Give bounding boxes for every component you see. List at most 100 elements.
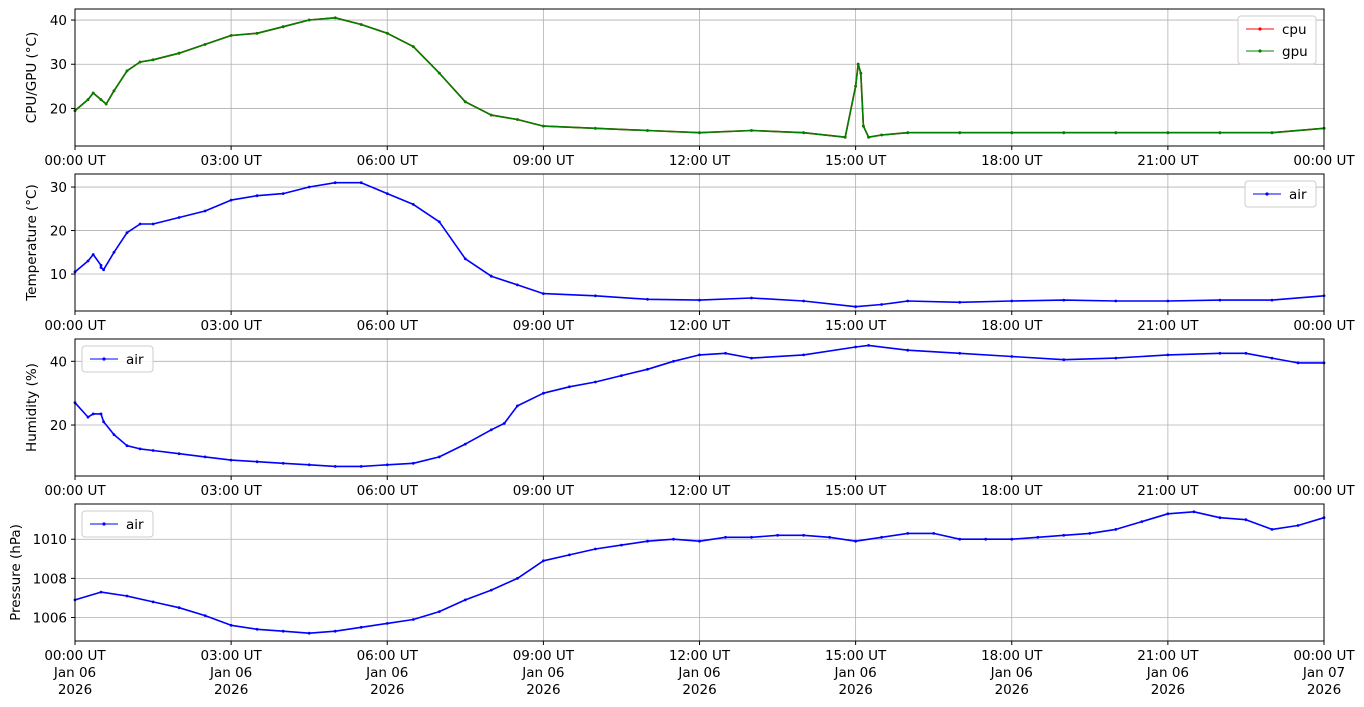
x-tick-label: Jan 06 [1146,665,1189,681]
data-point-air [281,192,285,196]
data-point-air [112,250,116,254]
data-point-air [385,192,389,196]
data-point-gpu [906,131,910,135]
data-point-gpu [1114,131,1118,135]
data-point-air [359,465,363,468]
data-point-air [138,447,142,451]
data-point-air [255,627,259,631]
x-tick-label: 18:00 UT [981,648,1043,664]
data-point-air [594,380,597,384]
legend-label-gpu: gpu [1282,44,1308,60]
data-point-gpu [1218,131,1222,135]
data-point-gpu [463,100,467,104]
data-point-air [333,465,337,468]
x-tick-label: 00:00 UT [44,153,106,169]
chart-panel-2: 00:00 UT 03:00 UT 06:00 UT 09:00 UT 12:00 UT… [24,173,1355,334]
data-point-gpu [307,18,311,22]
x-tick-label: 2026 [526,682,560,698]
x-tick-label: 09:00 UT [513,153,575,169]
data-point-air [138,222,142,226]
y-tick-label: 10 [50,267,67,283]
data-point-gpu [138,60,142,64]
data-point-air [411,203,415,206]
data-point-air [411,461,415,465]
data-point-air [802,299,805,303]
data-point-air [620,374,623,377]
data-point-air [411,618,415,621]
x-tick-label: 00:00 UT [1293,153,1355,169]
data-point-air [203,455,207,459]
data-point-air [385,463,389,467]
data-point-gpu [112,89,116,93]
x-tick-label: 15:00 UT [825,153,887,169]
data-point-air [880,535,883,539]
legend: air [81,345,154,373]
x-tick-label: 06:00 UT [357,648,419,664]
data-point-air [906,348,910,352]
data-point-air [229,198,233,202]
data-point-air [672,359,675,363]
x-tick-label: 09:00 UT [513,318,575,334]
data-point-air [359,181,363,185]
data-point-air [255,460,259,464]
data-point-air [1140,520,1144,523]
data-point-gpu [542,124,545,128]
data-point-air [125,231,129,235]
x-tick-label: 00:00 UT [44,483,106,499]
x-tick-label: 2026 [58,682,92,698]
data-point-air [958,300,962,304]
data-point-air [91,253,95,256]
x-tick-label: 15:00 UT [825,318,887,334]
x-tick-label: 03:00 UT [200,648,262,664]
data-point-gpu [867,135,870,139]
data-point-gpu [203,43,207,46]
data-point-air [99,263,103,267]
y-tick-label: 40 [50,13,67,29]
data-point-air [203,209,207,213]
x-tick-label: 03:00 UT [200,153,262,169]
data-point-air [906,532,910,535]
data-point-gpu [646,129,649,132]
data-point-air [1296,361,1300,365]
data-point-air [958,351,962,355]
y-axis-label: Pressure (hPa) [8,524,24,621]
x-tick-label: 15:00 UT [825,483,887,499]
data-point-air [333,181,337,185]
data-point-air [750,356,753,360]
x-tick-label: 00:00 UT [1293,648,1355,664]
data-point-air [802,533,805,537]
x-tick-label: 2026 [838,682,872,698]
x-tick-label: 12:00 UT [669,648,731,664]
data-point-gpu [359,23,363,26]
x-tick-label: 2026 [682,682,716,698]
data-point-air [177,452,181,456]
legend-label-air: air [126,517,144,533]
data-point-air [91,412,95,416]
data-point-air [489,428,493,432]
data-point-gpu [880,133,883,137]
x-tick-label: 06:00 UT [357,153,419,169]
x-tick-label: 2026 [1307,682,1341,698]
legend-marker-cpu [1258,27,1262,31]
data-point-air [698,353,701,357]
y-tick-label: 1006 [33,611,67,627]
data-point-air [1010,355,1014,358]
data-point-air [177,606,181,610]
data-point-gpu [125,69,129,73]
legend-marker-gpu [1258,49,1262,53]
data-point-air [151,449,155,452]
data-point-air [828,535,831,539]
legend-box [1237,15,1317,65]
data-point-air [99,412,103,416]
data-point-gpu [333,16,337,20]
x-tick-label: 09:00 UT [513,648,575,664]
data-point-air [1166,299,1170,303]
data-point-gpu [854,84,857,88]
x-tick-label: 18:00 UT [981,318,1043,334]
data-point-air [646,539,649,543]
data-point-air [646,367,649,371]
legend-label-air: air [1289,187,1307,203]
data-point-air [802,353,805,357]
data-point-air [86,415,90,419]
